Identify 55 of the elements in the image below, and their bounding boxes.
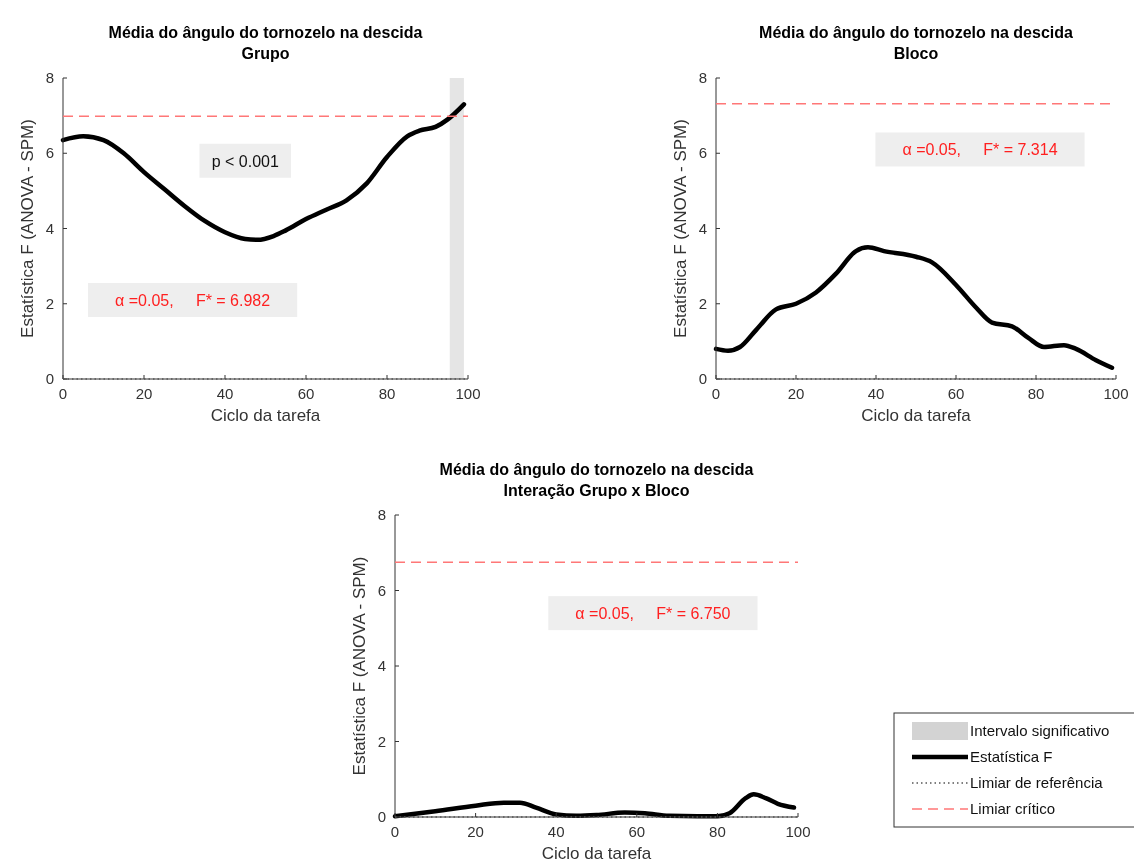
x-tick-label: 80 [709, 823, 726, 840]
y-tick-label: 2 [698, 294, 707, 312]
chart-subtitle: Bloco [893, 45, 939, 62]
annotation: p < 0.001 [211, 152, 279, 170]
y-tick-label: 6 [698, 144, 707, 162]
x-tick-label: 60 [628, 823, 646, 840]
x-tick-label: 60 [947, 385, 965, 402]
chart-title: Média do ângulo do tornozelo na descida [439, 461, 754, 478]
x-tick-label: 20 [135, 385, 153, 402]
legend-label: Intervalo significativo [970, 722, 1110, 739]
x-axis-title: Ciclo da tarefa [210, 406, 321, 425]
y-tick-label: 2 [45, 294, 54, 312]
y-tick-label: 8 [45, 69, 54, 86]
line-series [713, 245, 1115, 370]
annotation: α =0.05, F* = 6.750 [575, 605, 731, 623]
x-axis-title: Ciclo da tarefa [541, 844, 652, 863]
y-axis-title: Estatística F (ANOVA - SPM) [350, 556, 369, 776]
x-tick-label: 100 [785, 823, 811, 840]
y-tick-label: 8 [698, 69, 707, 86]
y-tick-label: 4 [377, 657, 386, 674]
x-tick-label: 100 [1103, 385, 1129, 402]
x-tick-label: 0 [390, 823, 400, 840]
y-tick-label: 0 [45, 370, 54, 387]
y-tick-label: 4 [698, 219, 707, 237]
legend-label: Estatística F [970, 748, 1053, 765]
chart-title: Média do ângulo do tornozelo na descida [759, 24, 1073, 41]
x-tick-label: 60 [297, 385, 315, 402]
x-tick-label: 20 [787, 385, 805, 402]
annotation: α =0.05, F* = 6.982 [115, 291, 271, 309]
chart-title: Média do ângulo do tornozelo na descida [108, 24, 423, 41]
y-tick-label: 8 [377, 506, 386, 523]
annotation: α =0.05, F* = 7.314 [902, 141, 1058, 159]
y-tick-label: 4 [45, 219, 54, 237]
y-tick-label: 6 [377, 581, 386, 599]
x-tick-label: 0 [58, 385, 68, 402]
x-tick-label: 0 [711, 385, 721, 402]
y-tick-label: 0 [377, 808, 386, 825]
x-tick-label: 80 [1027, 385, 1045, 402]
x-axis-title: Ciclo da tarefa [861, 406, 972, 425]
legend-label: Limiar crítico [970, 800, 1056, 817]
x-tick-label: 40 [547, 823, 565, 840]
y-tick-label: 2 [377, 732, 386, 750]
y-axis-title: Estatística F (ANOVA - SPM) [671, 119, 690, 338]
x-tick-label: 100 [455, 385, 481, 402]
y-tick-label: 6 [45, 144, 54, 162]
x-tick-label: 40 [867, 385, 885, 402]
x-tick-label: 20 [467, 823, 484, 840]
x-tick-label: 80 [378, 385, 396, 402]
chart-subtitle: Interação Grupo x Bloco [503, 482, 690, 499]
legend-label: Limiar de referência [970, 774, 1104, 791]
line-series [60, 102, 467, 243]
x-tick-label: 40 [216, 385, 234, 402]
y-axis-title: Estatística F (ANOVA - SPM) [18, 119, 37, 338]
y-tick-label: 0 [698, 370, 707, 387]
chart-subtitle: Grupo [241, 45, 290, 62]
